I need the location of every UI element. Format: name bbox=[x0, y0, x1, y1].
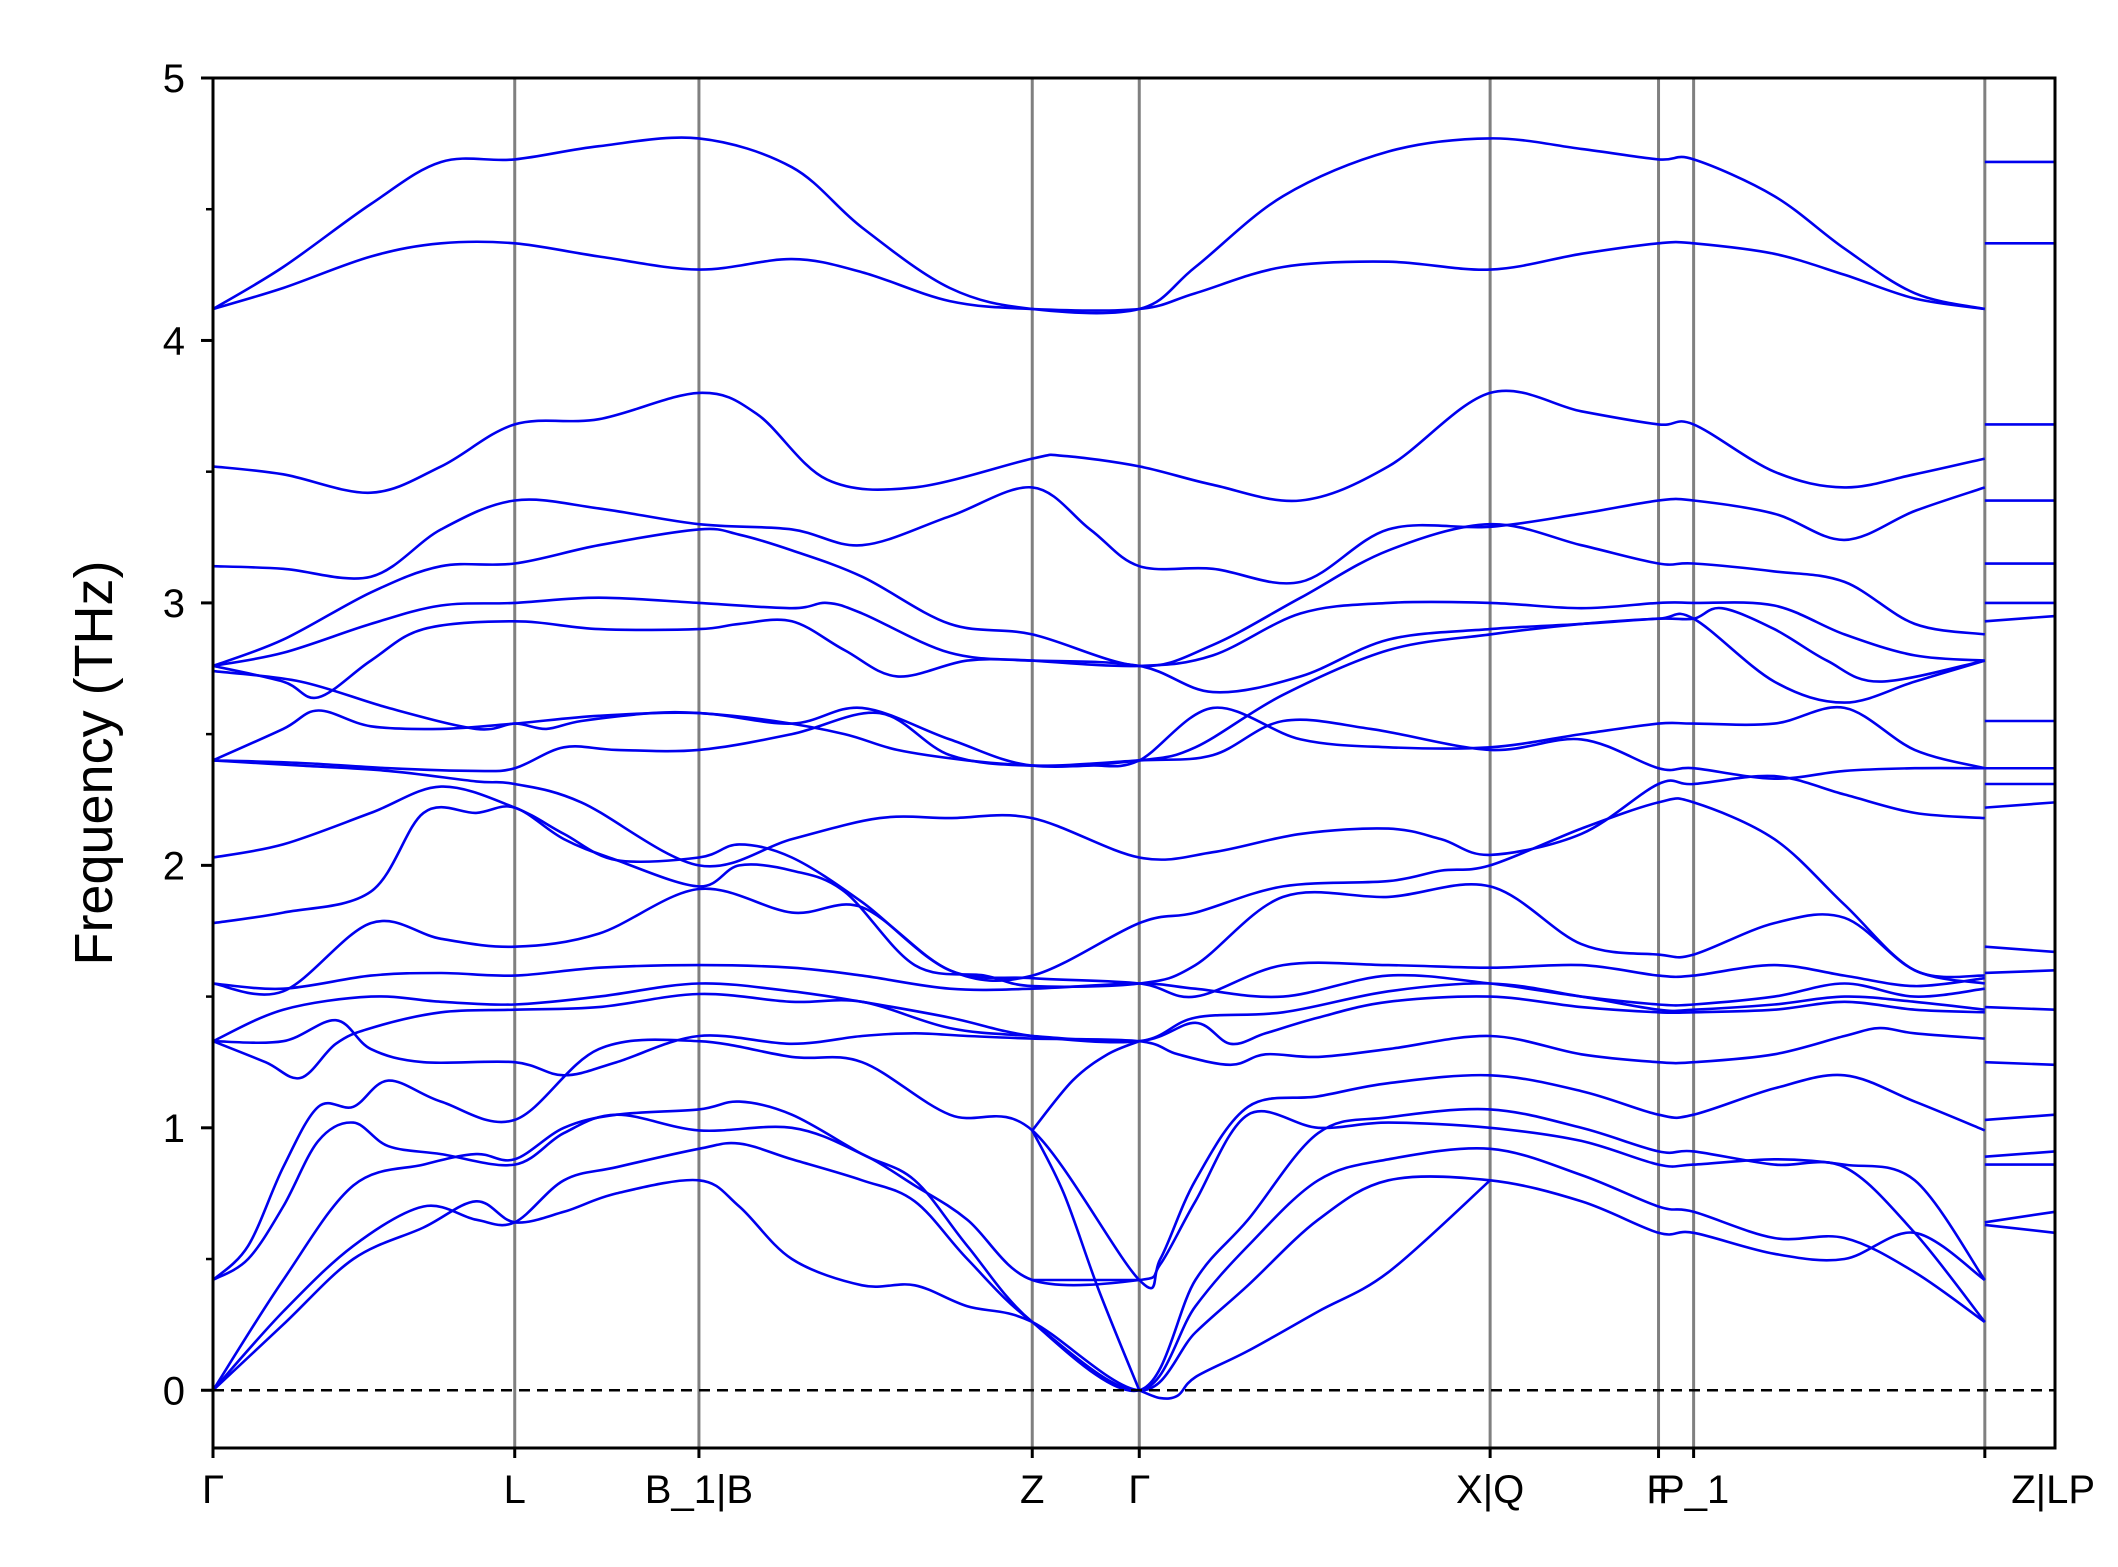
lp-band-6 bbox=[1984, 614, 2056, 623]
lp-band-19 bbox=[1984, 1223, 2056, 1235]
band-13 bbox=[212, 887, 1985, 999]
x-tick-label: F bbox=[1646, 1468, 1670, 1512]
y-tick-label: 1 bbox=[163, 1107, 185, 1151]
y-tick-label: 3 bbox=[163, 582, 185, 626]
band-21 bbox=[212, 1141, 1986, 1392]
y-axis-ticks: 0 1 2 3 4 5 bbox=[163, 57, 213, 1413]
x-tick-label: B_1|B bbox=[645, 1468, 753, 1512]
lp-band-12 bbox=[1984, 969, 2056, 975]
band-4 bbox=[212, 522, 1985, 668]
x-tick-label: L bbox=[504, 1468, 526, 1512]
band-11 bbox=[212, 785, 1985, 982]
plot-frame bbox=[211, 76, 2057, 1450]
band-7 bbox=[212, 612, 1986, 768]
band-19 bbox=[212, 1109, 1986, 1287]
band-22 bbox=[212, 1175, 1986, 1392]
band-20 bbox=[211, 1100, 1986, 1393]
band-23 bbox=[1138, 1179, 1491, 1400]
lp-band-16 bbox=[1984, 1150, 2056, 1158]
y-tick-label: 0 bbox=[163, 1369, 185, 1413]
y-tick-label: 4 bbox=[163, 319, 185, 363]
band-6 bbox=[212, 606, 1986, 700]
lp-band-15 bbox=[1984, 1113, 2056, 1122]
band-5 bbox=[212, 596, 1985, 668]
lp-band-14 bbox=[1984, 1060, 2056, 1067]
x-tick-label: Γ bbox=[1128, 1468, 1150, 1512]
band-26 bbox=[1031, 1039, 1140, 1132]
band-10 bbox=[212, 759, 1985, 868]
band-14 bbox=[212, 963, 1985, 1007]
band-25 bbox=[1031, 1129, 1141, 1391]
x-tick-label: X|Q bbox=[1456, 1468, 1524, 1512]
lp-band-18 bbox=[1984, 1210, 2056, 1224]
band-9 bbox=[212, 711, 1985, 781]
band-18 bbox=[212, 1038, 1986, 1290]
y-axis-label: Frequency (THz) bbox=[64, 560, 124, 965]
x-tick-label: P_1 bbox=[1658, 1468, 1729, 1512]
band-8 bbox=[212, 669, 1986, 770]
band-1 bbox=[212, 240, 1985, 312]
band-2 bbox=[212, 389, 1986, 503]
lp-band-13 bbox=[1984, 1005, 2056, 1012]
y-tick-label: 5 bbox=[163, 57, 185, 101]
x-tick-label: Γ bbox=[202, 1468, 224, 1512]
high-symmetry-lines bbox=[513, 78, 1987, 1448]
y-tick-label: 2 bbox=[163, 844, 185, 888]
lp-band-11 bbox=[1984, 945, 2056, 954]
x-tick-label: Z|LP bbox=[2011, 1468, 2095, 1512]
band-0 bbox=[212, 136, 1986, 315]
band-12 bbox=[212, 805, 1986, 989]
phonon-bands bbox=[211, 136, 2056, 1400]
band-17 bbox=[212, 1018, 1985, 1077]
band-16 bbox=[212, 992, 1985, 1080]
x-tick-label: Z bbox=[1020, 1468, 1044, 1512]
band-3 bbox=[212, 486, 1986, 585]
x-axis-ticks: Γ L B_1|B Z Γ X|Q FP_1 Z|LP bbox=[202, 1448, 2095, 1512]
lp-band-10 bbox=[1984, 801, 2056, 809]
